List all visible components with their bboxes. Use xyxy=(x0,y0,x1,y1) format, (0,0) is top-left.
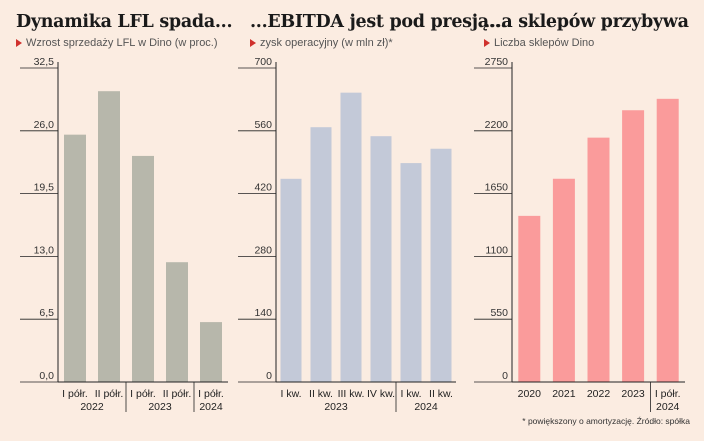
chart-subtitle: Wzrost sprzedaży LFL w Dino (w proc.) xyxy=(16,37,218,49)
y-tick-label: 0 xyxy=(266,370,272,382)
chart-title: ...a sklepów przybywa xyxy=(484,12,689,32)
bar xyxy=(64,134,86,382)
bar xyxy=(132,155,154,382)
y-tick-label: 280 xyxy=(254,244,272,256)
bar xyxy=(98,91,120,383)
x-group-label: 2023 xyxy=(324,401,348,413)
x-tick-label: III kw. xyxy=(338,388,365,400)
x-tick-label: 2021 xyxy=(552,388,576,400)
x-tick-label: I półr. xyxy=(130,388,156,400)
bar xyxy=(400,163,422,382)
chart-svg-ebitda: 0 140 280 420 560 700 I kw. II kw. III kw. IV kw.… xyxy=(238,56,456,413)
x-tick-label: II kw. xyxy=(429,388,453,400)
y-tick-label: 1650 xyxy=(485,182,509,194)
bar xyxy=(280,178,302,382)
y-tick-label: 13,0 xyxy=(34,244,55,256)
chart-subtitle-text: zysk operacyjny (w mln zł)* xyxy=(260,37,393,49)
chart-subtitle-text: Liczba sklepów Dino xyxy=(494,37,595,49)
triangle-marker-icon xyxy=(484,38,490,47)
x-tick-label: I kw. xyxy=(280,388,301,400)
x-tick-label: 2023 xyxy=(621,388,645,400)
x-tick-label: II półr. xyxy=(95,388,124,400)
y-tick-label: 550 xyxy=(490,307,508,319)
x-tick-label: IV kw. xyxy=(367,388,395,400)
bar xyxy=(370,136,392,382)
bar xyxy=(340,92,362,383)
y-tick-label: 0 xyxy=(502,370,508,382)
x-group-label: 2024 xyxy=(199,401,223,413)
chart-svg-lfl: 0,0 6,5 13,0 19,5 26,0 32,5 I półr. II półr. I p… xyxy=(20,56,228,413)
y-tick-label: 1100 xyxy=(485,244,508,256)
x-tick-label: I półr. xyxy=(62,388,88,400)
footnote: * powiększony o amortyzację. Źródło: spó… xyxy=(522,416,690,426)
y-tick-label: 26,0 xyxy=(34,119,55,131)
y-tick-label: 6,5 xyxy=(39,307,54,319)
x-tick-label: II półr. xyxy=(163,388,192,400)
chart-subtitle: Liczba sklepów Dino xyxy=(484,37,594,49)
chart-subtitle-text: Wzrost sprzedaży LFL w Dino (w proc.) xyxy=(26,37,218,49)
triangle-marker-icon xyxy=(16,38,22,47)
chart-panel-stores: ...a sklepów przybywa Liczba sklepów Din… xyxy=(474,0,694,441)
x-tick-label: 2022 xyxy=(587,388,611,400)
y-tick-label: 2200 xyxy=(485,119,509,131)
bar xyxy=(430,148,452,382)
x-group-label: 2022 xyxy=(80,401,104,413)
x-group-label: 2024 xyxy=(656,401,680,413)
y-tick-label: 19,5 xyxy=(34,182,55,194)
x-tick-label: I półr. xyxy=(655,388,681,400)
bar xyxy=(310,127,332,382)
chart-panel-ebitda: ...EBITDA jest pod presją... zysk operac… xyxy=(238,0,506,441)
y-tick-label: 32,5 xyxy=(34,56,55,68)
bar xyxy=(622,110,645,382)
x-tick-label: II kw. xyxy=(309,388,333,400)
chart-panel-lfl: Dynamika LFL spada... Wzrost sprzedaży L… xyxy=(16,0,233,441)
chart-subtitle: zysk operacyjny (w mln zł)* xyxy=(250,37,393,49)
x-group-label: 2023 xyxy=(148,401,172,413)
y-tick-label: 0,0 xyxy=(39,370,54,382)
triangle-marker-icon xyxy=(250,38,256,47)
bar xyxy=(518,215,541,382)
bar xyxy=(166,262,188,382)
bar xyxy=(200,322,222,382)
bar xyxy=(552,178,575,382)
chart-title: Dynamika LFL spada... xyxy=(16,12,233,32)
y-tick-label: 2750 xyxy=(485,56,509,68)
y-tick-label: 560 xyxy=(254,119,272,131)
chart-svg-stores: 0 550 1100 1650 2200 2750 2020 2021 2022 2023 I pó… xyxy=(474,56,685,413)
y-tick-label: 140 xyxy=(254,307,272,319)
bar xyxy=(587,137,610,382)
x-tick-label: 2020 xyxy=(518,388,542,400)
chart-title: ...EBITDA jest pod presją... xyxy=(250,12,507,32)
x-tick-label: I kw. xyxy=(400,388,421,400)
y-tick-label: 700 xyxy=(254,56,272,68)
bar xyxy=(656,98,679,382)
x-tick-label: I półr. xyxy=(198,388,224,400)
x-group-label: 2024 xyxy=(414,401,438,413)
y-tick-label: 420 xyxy=(254,182,272,194)
